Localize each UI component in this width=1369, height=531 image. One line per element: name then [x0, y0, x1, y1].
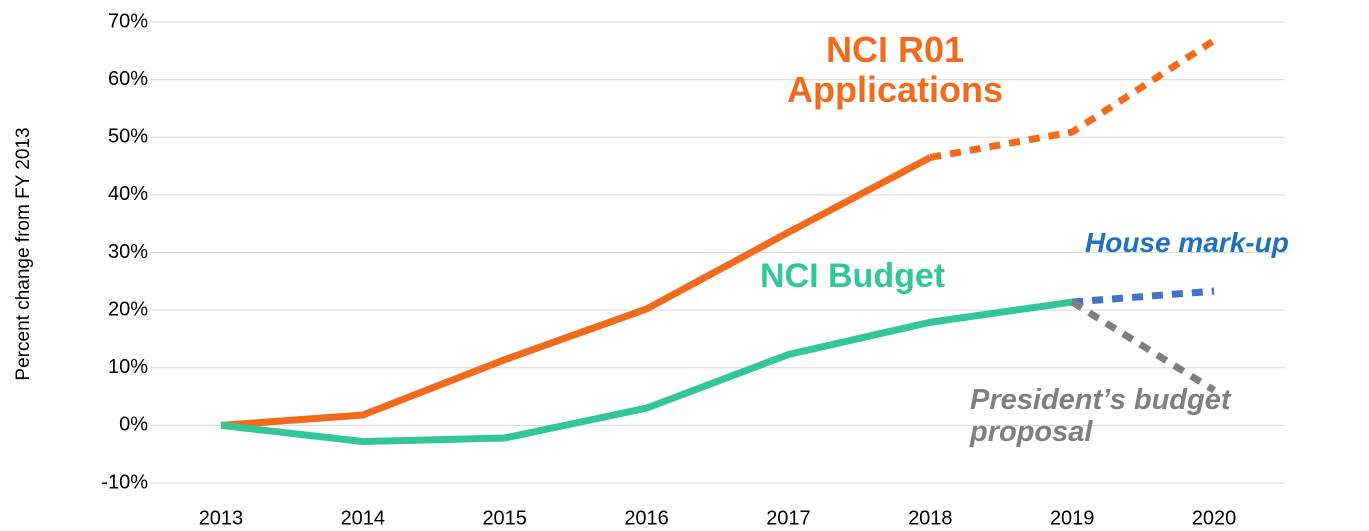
y-tick-label: 10%: [108, 356, 148, 378]
x-tick-label: 2018: [908, 507, 953, 529]
projection-line: [1070, 299, 1216, 394]
y-tick-label: 20%: [108, 298, 148, 320]
series-label: NCI R01 Applications: [786, 29, 1004, 110]
x-tick-label: 2017: [766, 507, 811, 529]
y-tick-label: 70%: [108, 10, 148, 32]
y-tick-label: 40%: [108, 183, 148, 205]
x-tick-label: 2013: [199, 507, 244, 529]
y-axis-title: Percent change from FY 2013: [13, 127, 34, 380]
y-tick-label: 50%: [108, 126, 148, 148]
projection-line: [929, 37, 1216, 161]
x-tick-label: 2020: [1192, 507, 1237, 529]
projection-line: [1071, 287, 1215, 306]
x-tick-label: 2015: [482, 507, 527, 529]
line: [220, 154, 932, 429]
y-tick-label: 0%: [119, 414, 148, 436]
x-tick-label: 2014: [341, 507, 386, 529]
y-tick-label: -10%: [101, 471, 148, 493]
y-tick-label: 60%: [108, 68, 148, 90]
line: [220, 298, 1073, 446]
series-label: President’s budget proposal: [970, 384, 1231, 448]
x-tick-label: 2019: [1050, 507, 1095, 529]
series-label: NCI Budget: [760, 257, 946, 295]
y-tick-label: 30%: [108, 241, 148, 263]
series-label: House mark-up: [1085, 227, 1289, 258]
x-tick-label: 2016: [624, 507, 669, 529]
